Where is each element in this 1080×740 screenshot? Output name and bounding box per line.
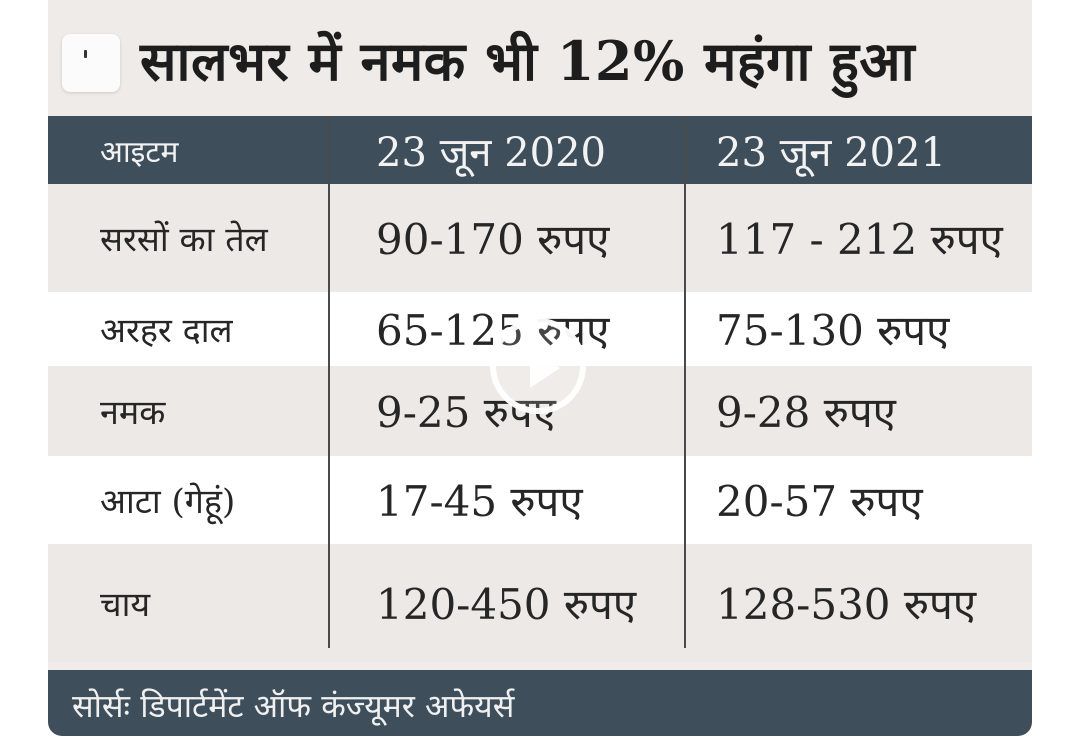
column-divider <box>684 116 686 648</box>
column-header-2021: 23 जून 2021 <box>716 129 947 176</box>
price-2020: 17-45 रुपए <box>376 476 583 526</box>
table-row: चाय 120-450 रुपए 128-530 रुपए <box>48 544 1032 662</box>
brand-logo-icon <box>62 34 120 92</box>
source-text: सोर्सः डिपार्टमेंट ऑफ कंज्यूमर अफेयर्स <box>72 687 515 725</box>
item-name: सरसों का तेल <box>100 220 268 260</box>
source-footer: सोर्सः डिपार्टमेंट ऑफ कंज्यूमर अफेयर्स <box>48 670 1032 736</box>
column-divider <box>328 116 330 648</box>
table-row: सरसों का तेल 90-170 रुपए 117 - 212 रुपए <box>48 184 1032 292</box>
item-name: नमक <box>100 393 166 433</box>
column-header-item: आइटम <box>100 134 179 170</box>
table-header-row: आइटम 23 जून 2020 23 जून 2021 <box>48 116 1032 184</box>
item-name: आटा (गेहूं) <box>100 482 236 522</box>
price-2020: 90-170 रुपए <box>376 214 610 264</box>
price-2021: 128-530 रुपए <box>716 579 977 629</box>
price-2021: 117 - 212 रुपए <box>716 214 1003 264</box>
title-bar: सालभर में नमक भी 12% महंगा हुआ <box>48 0 1032 116</box>
column-header-2020: 23 जून 2020 <box>376 129 607 176</box>
play-icon[interactable] <box>490 318 586 414</box>
price-2021: 20-57 रुपए <box>716 476 923 526</box>
price-2020: 120-450 रुपए <box>376 579 637 629</box>
price-2021: 9-28 रुपए <box>716 387 896 437</box>
item-name: चाय <box>100 585 151 625</box>
page-title: सालभर में नमक भी 12% महंगा हुआ <box>140 29 916 93</box>
item-name: अरहर दाल <box>100 311 233 351</box>
table-row: आटा (गेहूं) 17-45 रुपए 20-57 रुपए <box>48 456 1032 544</box>
price-2021: 75-130 रुपए <box>716 305 950 355</box>
play-triangle <box>530 348 560 388</box>
